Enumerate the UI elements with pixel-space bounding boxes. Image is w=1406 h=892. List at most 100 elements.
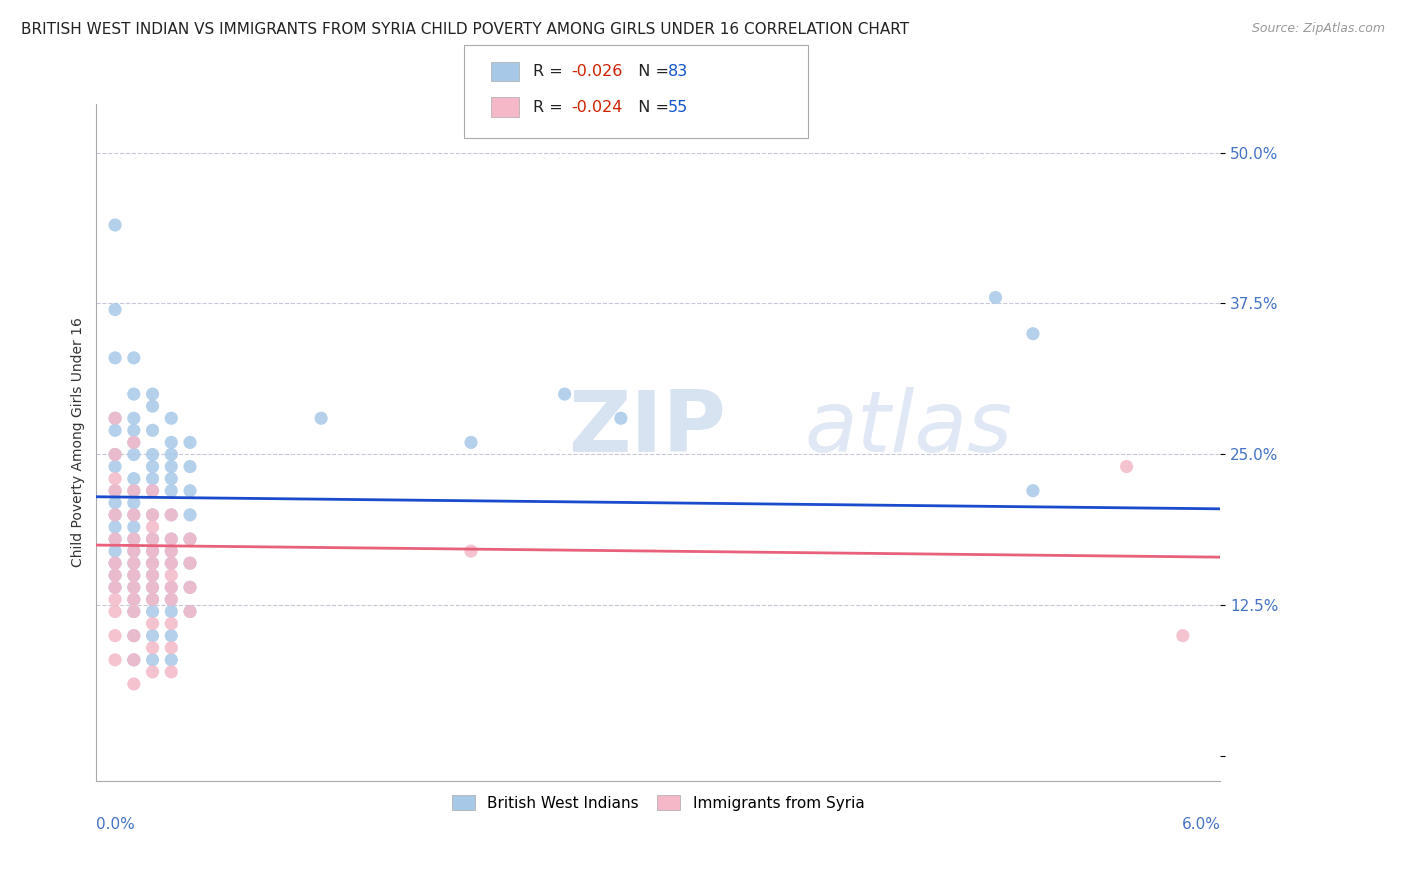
Point — [160, 532, 183, 546]
Point — [141, 556, 163, 570]
Point — [141, 483, 163, 498]
Point — [104, 483, 127, 498]
Point — [179, 556, 201, 570]
Point — [460, 544, 482, 558]
Text: R =: R = — [533, 64, 568, 78]
Point — [122, 653, 145, 667]
Point — [104, 592, 127, 607]
Point — [141, 532, 163, 546]
Point — [104, 532, 127, 546]
Point — [160, 556, 183, 570]
Point — [160, 568, 183, 582]
Point — [1022, 326, 1045, 341]
Point — [141, 556, 163, 570]
Point — [141, 483, 163, 498]
Point — [122, 592, 145, 607]
Text: Source: ZipAtlas.com: Source: ZipAtlas.com — [1251, 22, 1385, 36]
Point — [122, 592, 145, 607]
Point — [141, 665, 163, 679]
Point — [104, 520, 127, 534]
Point — [122, 556, 145, 570]
Point — [460, 435, 482, 450]
Point — [122, 544, 145, 558]
Point — [179, 605, 201, 619]
Point — [122, 483, 145, 498]
Point — [122, 435, 145, 450]
Point — [141, 508, 163, 522]
Point — [160, 532, 183, 546]
Point — [122, 629, 145, 643]
Point — [160, 640, 183, 655]
Point — [104, 448, 127, 462]
Point — [160, 653, 183, 667]
Point — [104, 508, 127, 522]
Point — [141, 520, 163, 534]
Point — [160, 544, 183, 558]
Point — [141, 544, 163, 558]
Point — [141, 448, 163, 462]
Point — [160, 556, 183, 570]
Point — [104, 302, 127, 317]
Point — [141, 616, 163, 631]
Point — [984, 290, 1007, 304]
Point — [179, 605, 201, 619]
Point — [104, 423, 127, 437]
Point — [104, 483, 127, 498]
Point — [179, 580, 201, 594]
Point — [104, 448, 127, 462]
Point — [122, 544, 145, 558]
Point — [141, 592, 163, 607]
Point — [309, 411, 332, 425]
Point — [141, 472, 163, 486]
Point — [122, 629, 145, 643]
Point — [160, 665, 183, 679]
Point — [141, 653, 163, 667]
Point — [122, 483, 145, 498]
Point — [122, 351, 145, 365]
Point — [141, 605, 163, 619]
Point — [104, 472, 127, 486]
Point — [104, 653, 127, 667]
Text: 83: 83 — [668, 64, 688, 78]
Text: BRITISH WEST INDIAN VS IMMIGRANTS FROM SYRIA CHILD POVERTY AMONG GIRLS UNDER 16 : BRITISH WEST INDIAN VS IMMIGRANTS FROM S… — [21, 22, 910, 37]
Point — [141, 399, 163, 413]
Point — [104, 568, 127, 582]
Point — [141, 640, 163, 655]
Point — [104, 532, 127, 546]
Point — [160, 592, 183, 607]
Text: atlas: atlas — [804, 387, 1012, 470]
Point — [141, 568, 163, 582]
Point — [160, 508, 183, 522]
Point — [122, 472, 145, 486]
Point — [122, 387, 145, 401]
Point — [122, 423, 145, 437]
Point — [179, 532, 201, 546]
Point — [104, 605, 127, 619]
Point — [104, 556, 127, 570]
Point — [141, 387, 163, 401]
Text: -0.026: -0.026 — [571, 64, 623, 78]
Point — [104, 580, 127, 594]
Point — [160, 592, 183, 607]
Point — [179, 459, 201, 474]
Text: 0.0%: 0.0% — [97, 817, 135, 832]
Point — [141, 423, 163, 437]
Point — [179, 435, 201, 450]
Point — [104, 459, 127, 474]
Point — [122, 532, 145, 546]
Point — [141, 592, 163, 607]
Point — [141, 508, 163, 522]
Point — [160, 629, 183, 643]
Point — [179, 508, 201, 522]
Point — [179, 483, 201, 498]
Legend: British West Indians, Immigrants from Syria: British West Indians, Immigrants from Sy… — [446, 789, 870, 817]
Point — [160, 448, 183, 462]
Point — [122, 568, 145, 582]
Point — [160, 508, 183, 522]
Point — [104, 556, 127, 570]
Point — [104, 508, 127, 522]
Point — [122, 520, 145, 534]
Y-axis label: Child Poverty Among Girls Under 16: Child Poverty Among Girls Under 16 — [72, 318, 86, 567]
Point — [122, 568, 145, 582]
Text: ZIP: ZIP — [568, 387, 725, 470]
